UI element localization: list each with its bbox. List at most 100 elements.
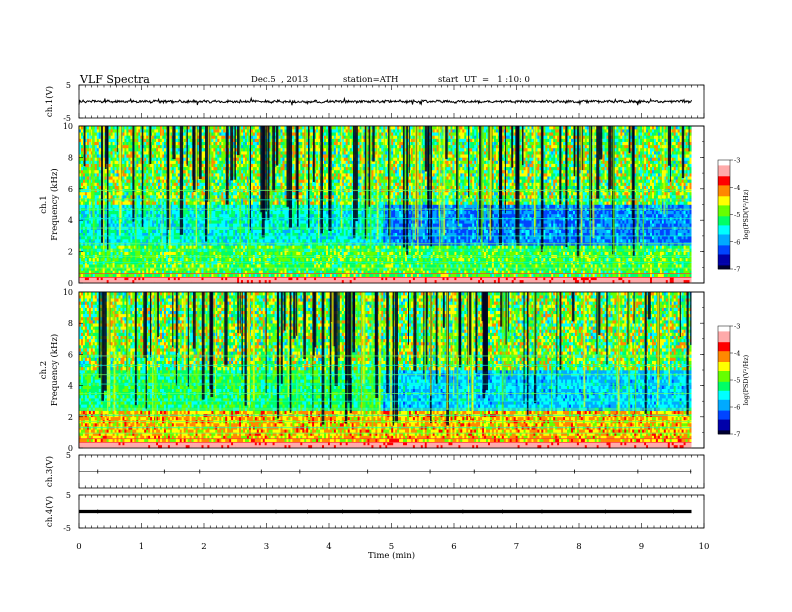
spectral-streak — [92, 126, 93, 206]
colorbar-tick-label: -4 — [734, 184, 740, 192]
spectral-dark-column — [234, 126, 236, 180]
colorbar-tick-label: -6 — [734, 404, 740, 412]
spectral-dark-column — [242, 292, 243, 376]
spectral-dark-column — [527, 292, 529, 416]
spectral-streak — [616, 292, 617, 391]
spectral-streak — [534, 126, 535, 237]
y-tick-label: 2 — [68, 248, 73, 257]
spectral-dark-column — [408, 292, 409, 345]
no-data-region — [692, 127, 704, 283]
x-tick-label: 8 — [576, 542, 581, 552]
spectral-dark-column — [266, 292, 267, 393]
spectral-streak — [126, 292, 128, 375]
spectral-dark-column — [596, 126, 599, 199]
spectral-dark-column — [240, 292, 241, 334]
spectral-streak — [593, 126, 595, 238]
spectral-streak — [405, 126, 406, 214]
spectral-dark-column — [313, 292, 315, 356]
spectral-streak — [487, 126, 488, 218]
spectral-streak — [379, 292, 381, 418]
spectral-streak — [664, 126, 665, 214]
x-tick-label: 3 — [264, 542, 269, 552]
y-axis-label: Frequency (kHz) — [49, 334, 60, 406]
spectral-streak — [477, 126, 478, 241]
y-tick-label: 0 — [68, 279, 73, 288]
spectral-streak — [661, 126, 662, 212]
spectral-streak — [270, 126, 272, 209]
spectral-streak — [389, 126, 390, 249]
spectral-dark-column — [338, 292, 339, 358]
spectral-dark-column — [281, 292, 283, 384]
spectral-dark-column — [355, 126, 358, 221]
spectral-streak — [511, 292, 513, 377]
spectral-dark-column — [606, 292, 607, 365]
spectral-streak — [120, 126, 122, 222]
y-tick-label: 10 — [63, 288, 73, 297]
spectral-dark-column — [250, 126, 251, 230]
spectral-dark-column — [475, 292, 477, 373]
spectral-streak — [366, 126, 368, 241]
spectral-dark-column — [348, 292, 351, 403]
panel-ch1-waveform: 5-5ch.1(V) — [44, 81, 704, 123]
spectral-dark-column — [443, 292, 445, 328]
spectral-dark-column — [372, 126, 374, 162]
spectral-dark-column — [320, 126, 323, 233]
spectral-streak — [318, 126, 319, 238]
channel-label: ch.1 — [39, 195, 49, 213]
spectral-dark-column — [483, 292, 486, 372]
channel-label: ch.2 — [39, 361, 49, 379]
spectral-dark-column — [458, 292, 461, 358]
spectral-dark-column — [645, 292, 647, 414]
spectral-dark-column — [157, 292, 159, 337]
spectral-streak — [421, 126, 422, 227]
spectral-streak — [149, 126, 150, 259]
spectral-streak — [613, 126, 615, 257]
spectral-streak — [505, 292, 506, 398]
spectral-dark-column — [245, 292, 247, 406]
spectral-streak — [89, 126, 90, 218]
y-tick-label: 8 — [68, 153, 73, 162]
spectral-dark-column — [210, 292, 213, 397]
spectral-dark-column — [117, 126, 118, 152]
spectral-streak — [502, 292, 504, 427]
spectral-streak — [453, 292, 454, 396]
spectral-dark-column — [172, 126, 175, 159]
spectral-dark-column — [167, 126, 168, 245]
y-tick-label: 10 — [63, 122, 73, 131]
spectral-dark-column — [423, 292, 424, 379]
spectral-dark-column — [557, 292, 558, 397]
spectral-streak — [468, 292, 469, 423]
spectral-dark-column — [609, 126, 612, 189]
spectral-streak — [169, 126, 171, 259]
spectral-streak — [597, 292, 598, 379]
spectral-dark-column — [276, 126, 278, 166]
spectral-dark-column — [345, 292, 347, 424]
spectral-dark-column — [687, 292, 689, 416]
y-tick-label: 5 — [66, 81, 71, 90]
spectral-dark-column — [322, 292, 325, 425]
spectral-streak — [215, 292, 216, 396]
spectral-dark-column — [516, 126, 519, 246]
spectral-dark-column — [506, 292, 507, 345]
spectral-streak — [248, 292, 250, 408]
spectral-dark-column — [577, 126, 580, 257]
spectral-dark-column — [511, 126, 513, 168]
spectral-streak — [325, 292, 326, 397]
spectral-dark-column — [172, 292, 173, 347]
colorbar-tick-label: -3 — [734, 323, 740, 331]
spectral-dark-column — [680, 292, 681, 337]
waveform-trace — [79, 98, 692, 105]
spectral-streak — [357, 292, 358, 399]
spectral-streak — [657, 292, 658, 405]
spectral-streak — [361, 292, 362, 425]
x-tick-label: 4 — [326, 542, 331, 552]
spectral-dark-column — [272, 126, 275, 191]
y-axis-label: Frequency (kHz) — [49, 168, 60, 240]
colorbar-tick-label: -5 — [734, 211, 740, 219]
spectral-streak — [481, 126, 483, 259]
spectral-dark-column — [353, 292, 355, 332]
spectral-streak — [618, 292, 620, 418]
spectral-dark-column — [142, 126, 144, 227]
spectral-dark-column — [632, 126, 635, 220]
